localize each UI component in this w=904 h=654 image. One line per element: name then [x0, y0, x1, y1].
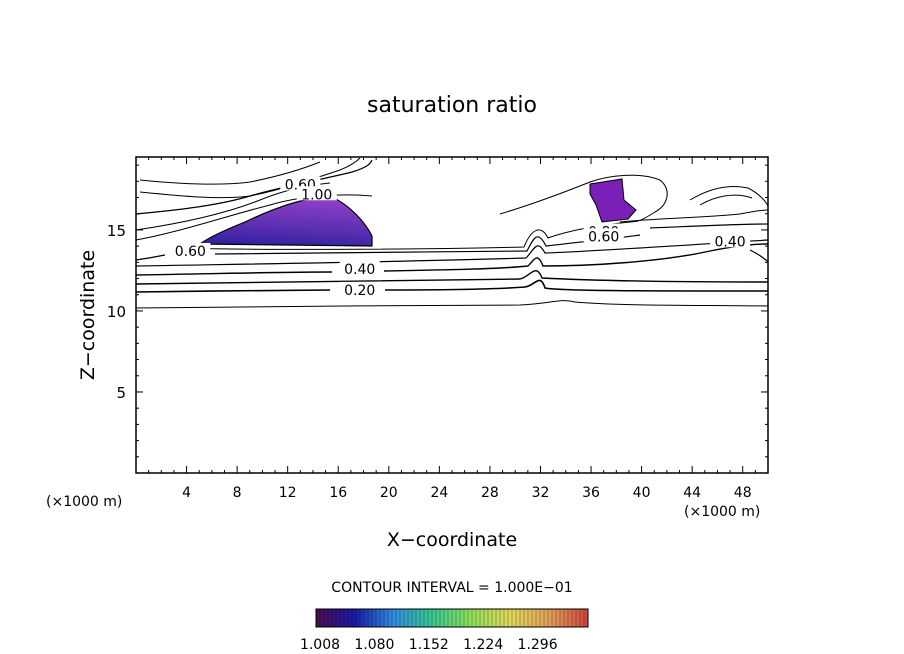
contour-line-140 [619, 209, 769, 223]
contour-label-bg [339, 260, 380, 275]
plot-frame [135, 156, 769, 474]
colorbar-tick-label: 1.296 [518, 637, 558, 653]
contour-line-050 [135, 239, 769, 267]
x-tick-label: 48 [734, 485, 752, 501]
contour-line-130 [499, 174, 668, 223]
contour-label: 0.60 [175, 244, 206, 260]
contour-label-bg [710, 233, 751, 248]
contour-line-040 [135, 243, 769, 276]
contour-line-120 [139, 161, 321, 185]
colorbar-tick-label: 1.152 [409, 637, 449, 653]
contour-label: 0.60 [588, 229, 619, 245]
contour-line-170 [649, 223, 769, 229]
colorbar: 1.008 1.080 1.152 1.224 1.296 [300, 608, 589, 653]
contour-line-020 [135, 279, 769, 293]
colorbar-tick-label: 1.224 [463, 637, 503, 653]
contour-label-bg [170, 242, 211, 257]
colorbar-tick-label: 1.008 [300, 637, 340, 653]
contour-line-010 [135, 300, 769, 309]
x-tick-label: 16 [329, 485, 347, 501]
x-unit-left: (×1000 m) [46, 494, 122, 510]
y-axis-label: Z−coordinate [77, 250, 99, 380]
y-tick-label: 5 [116, 384, 126, 402]
x-tick-label: 4 [182, 485, 191, 501]
x-tick-label: 36 [582, 485, 600, 501]
contour-label-bg [296, 186, 337, 201]
contour-label: 0.20 [344, 283, 375, 299]
x-tick-label: 32 [532, 485, 550, 501]
contour-line-080 [135, 194, 373, 241]
y-tick-label: 10 [107, 303, 126, 321]
contour-label: 1.00 [301, 187, 332, 203]
contour-label-bg [583, 228, 624, 243]
y-tick-label: 15 [107, 222, 126, 240]
contour-label: 0.40 [714, 234, 745, 250]
x-tick-label: 20 [380, 485, 398, 501]
colorbar-tick-label: 1.080 [354, 637, 394, 653]
contour-interval-text: CONTOUR INTERVAL = 1.000E−01 [331, 580, 572, 596]
x-tick-label: 12 [279, 485, 297, 501]
contour-label: 0.40 [344, 262, 375, 278]
contour-labels: 0.200.400.400.600.601.000.800.60 [170, 176, 751, 299]
contour-line-160 [699, 194, 753, 206]
x-tick-label: 28 [481, 485, 499, 501]
filled-region-2 [590, 179, 636, 222]
contour-line-070 [175, 221, 631, 250]
contour-line-030 [135, 270, 769, 285]
x-tick-label: 44 [683, 485, 701, 501]
contour-line-180 [749, 249, 769, 263]
x-tick-label: 24 [430, 485, 448, 501]
contour-line-150 [689, 186, 769, 207]
x-unit-right: (×1000 m) [684, 504, 760, 520]
chart-title: saturation ratio [367, 93, 537, 118]
contour-line-200 [198, 195, 373, 247]
x-tick-label: 8 [233, 485, 242, 501]
contour-label-bg [339, 281, 380, 296]
x-axis-label: X−coordinate [387, 529, 517, 551]
filled-region-1 [200, 196, 372, 246]
x-tick-label: 40 [633, 485, 651, 501]
contour-line-190 [589, 178, 637, 223]
